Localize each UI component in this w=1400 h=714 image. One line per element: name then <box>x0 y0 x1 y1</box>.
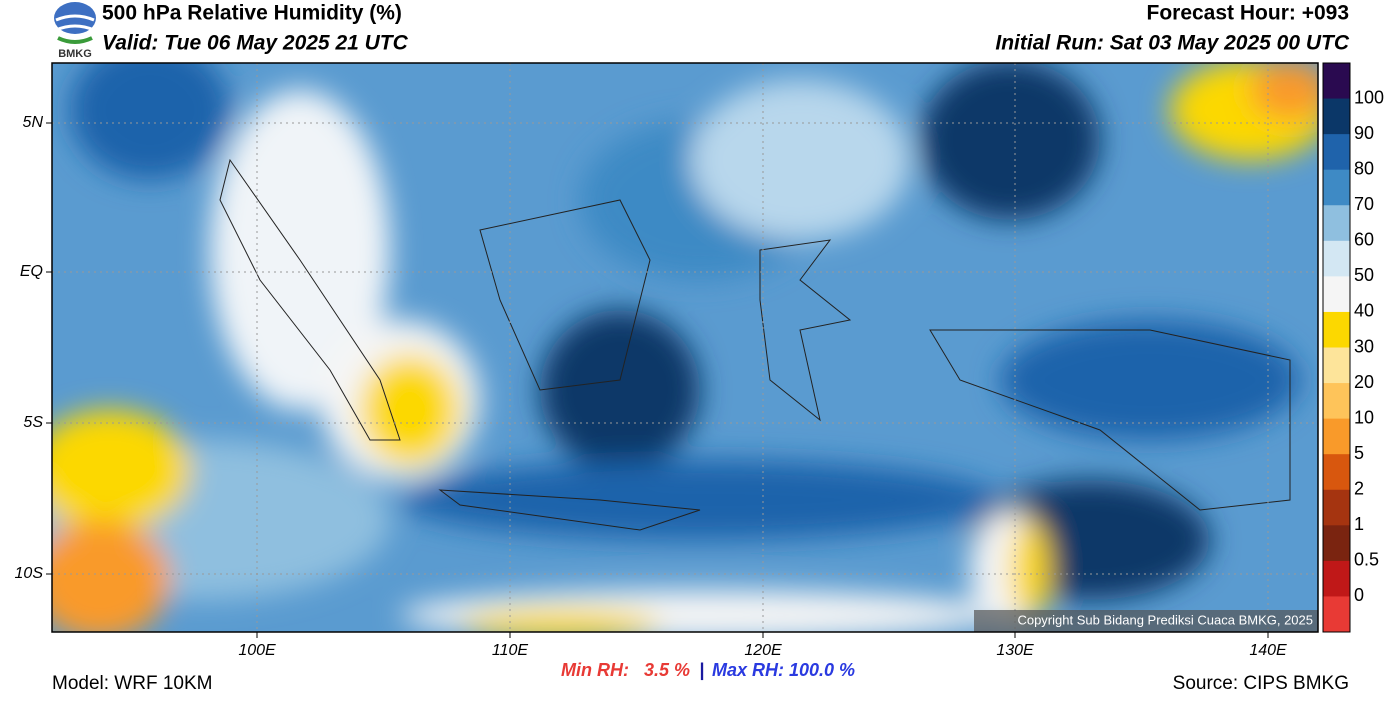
lat-label: 5N <box>23 114 44 131</box>
lon-label: 120E <box>744 642 782 659</box>
colorbar-label: 1 <box>1354 514 1364 534</box>
copyright: Copyright Sub Bidang Prediksi Cuaca BMKG… <box>1017 612 1313 627</box>
colorbar-swatch <box>1323 98 1350 135</box>
colorbar-label: 2 <box>1354 479 1364 499</box>
colorbar-label: 0.5 <box>1354 550 1379 570</box>
lon-label: 110E <box>492 642 529 659</box>
lat-label: EQ <box>20 263 43 280</box>
colorbar-label: 30 <box>1354 336 1374 356</box>
initial-run: Initial Run: Sat 03 May 2025 00 UTC <box>995 32 1349 55</box>
colorbar-swatch <box>1323 134 1350 171</box>
colorbar-label: 80 <box>1354 158 1374 178</box>
lat-label: 10S <box>15 565 44 582</box>
humidity-field: Copyright Sub Bidang Prediksi Cuaca BMKG… <box>52 63 1318 632</box>
colorbar-frame <box>1322 62 1351 633</box>
min-rh: Min RH: 3.5 % <box>561 660 690 680</box>
colorbar-label: 40 <box>1354 301 1374 321</box>
colorbar-swatch <box>1323 383 1350 420</box>
colorbar-swatch <box>1323 560 1350 597</box>
colorbar-swatch <box>1323 240 1350 277</box>
colorbar-swatch <box>1323 418 1350 455</box>
lon-label: 100E <box>238 642 276 659</box>
colorbar-label: 50 <box>1354 265 1374 285</box>
colorbar-swatch <box>1323 489 1350 526</box>
map-frame <box>51 62 1319 633</box>
colorbar-swatch <box>1323 276 1350 313</box>
title: 500 hPa Relative Humidity (%) <box>102 2 402 25</box>
colorbar-swatch <box>1323 205 1350 242</box>
max-rh: Max RH: 100.0 % <box>712 660 855 680</box>
colorbar-label: 0 <box>1354 585 1364 605</box>
forecast-hour: Forecast Hour: +093 <box>1147 2 1350 25</box>
lon-label: 130E <box>996 642 1034 659</box>
lon-label: 140E <box>1249 642 1287 659</box>
colorbar-label: 60 <box>1354 230 1374 250</box>
source: Source: CIPS BMKG <box>1173 673 1349 694</box>
colorbar-swatch <box>1323 63 1350 100</box>
colorbar-swatch <box>1323 596 1350 633</box>
colorbar-swatch <box>1323 454 1350 491</box>
separator: | <box>699 660 704 680</box>
model: Model: WRF 10KM <box>52 673 212 694</box>
colorbar-swatch <box>1323 169 1350 206</box>
colorbar-swatch <box>1323 311 1350 348</box>
colorbar-label: 70 <box>1354 194 1374 214</box>
colorbar-label: 20 <box>1354 372 1374 392</box>
lat-label: 5S <box>23 414 43 431</box>
logo-text: BMKG <box>58 48 92 60</box>
colorbar-swatch <box>1323 347 1350 384</box>
valid-time: Valid: Tue 06 May 2025 21 UTC <box>102 32 409 55</box>
colorbar-label: 90 <box>1354 123 1374 143</box>
colorbar-label: 100 <box>1354 87 1384 107</box>
colorbar-label: 10 <box>1354 407 1374 427</box>
logo: BMKG <box>54 2 96 60</box>
colorbar-label: 5 <box>1354 443 1364 463</box>
colorbar-swatch <box>1323 525 1350 562</box>
